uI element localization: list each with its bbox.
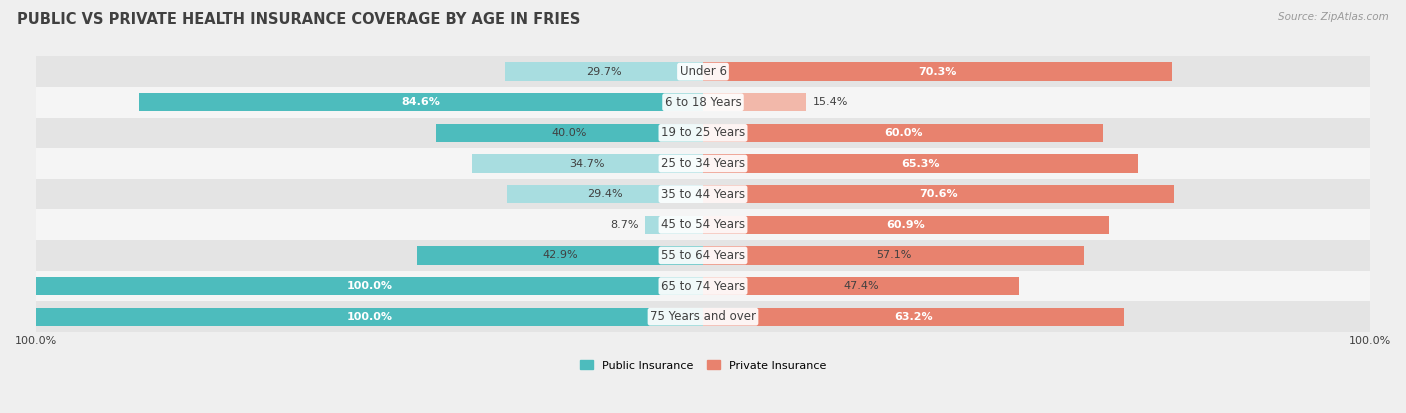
- Text: 19 to 25 Years: 19 to 25 Years: [661, 126, 745, 140]
- Text: 15.4%: 15.4%: [813, 97, 848, 107]
- Text: 42.9%: 42.9%: [543, 250, 578, 261]
- Bar: [139, 93, 703, 112]
- Bar: [37, 87, 1369, 118]
- Bar: [703, 185, 1174, 203]
- Bar: [645, 216, 703, 234]
- Bar: [703, 216, 1109, 234]
- Text: 8.7%: 8.7%: [610, 220, 638, 230]
- Text: 65.3%: 65.3%: [901, 159, 941, 169]
- Bar: [37, 301, 1369, 332]
- Text: Under 6: Under 6: [679, 65, 727, 78]
- Text: 60.9%: 60.9%: [887, 220, 925, 230]
- Text: 100.0%: 100.0%: [346, 312, 392, 322]
- Text: 84.6%: 84.6%: [402, 97, 440, 107]
- Bar: [703, 277, 1019, 295]
- Text: 29.4%: 29.4%: [588, 189, 623, 199]
- Bar: [37, 148, 1369, 179]
- Text: 63.2%: 63.2%: [894, 312, 934, 322]
- Text: 40.0%: 40.0%: [553, 128, 588, 138]
- Bar: [703, 124, 1104, 142]
- Text: 65 to 74 Years: 65 to 74 Years: [661, 280, 745, 292]
- Bar: [37, 240, 1369, 271]
- Bar: [703, 246, 1084, 265]
- Bar: [37, 209, 1369, 240]
- Text: 45 to 54 Years: 45 to 54 Years: [661, 218, 745, 231]
- Text: 60.0%: 60.0%: [884, 128, 922, 138]
- Text: PUBLIC VS PRIVATE HEALTH INSURANCE COVERAGE BY AGE IN FRIES: PUBLIC VS PRIVATE HEALTH INSURANCE COVER…: [17, 12, 581, 27]
- Text: 6 to 18 Years: 6 to 18 Years: [665, 96, 741, 109]
- Bar: [37, 179, 1369, 209]
- Bar: [703, 93, 806, 112]
- Bar: [436, 124, 703, 142]
- Text: Source: ZipAtlas.com: Source: ZipAtlas.com: [1278, 12, 1389, 22]
- Bar: [703, 62, 1171, 81]
- Bar: [37, 277, 703, 295]
- Text: 70.6%: 70.6%: [920, 189, 957, 199]
- Text: 29.7%: 29.7%: [586, 66, 621, 77]
- Bar: [37, 56, 1369, 87]
- Text: 57.1%: 57.1%: [876, 250, 911, 261]
- Text: 34.7%: 34.7%: [569, 159, 605, 169]
- Bar: [505, 62, 703, 81]
- Text: 47.4%: 47.4%: [844, 281, 879, 291]
- Legend: Public Insurance, Private Insurance: Public Insurance, Private Insurance: [579, 360, 827, 370]
- Bar: [703, 308, 1125, 326]
- Bar: [37, 308, 703, 326]
- Bar: [703, 154, 1139, 173]
- Bar: [37, 118, 1369, 148]
- Bar: [37, 271, 1369, 301]
- Bar: [508, 185, 703, 203]
- Text: 100.0%: 100.0%: [346, 281, 392, 291]
- Bar: [418, 246, 703, 265]
- Text: 25 to 34 Years: 25 to 34 Years: [661, 157, 745, 170]
- Bar: [471, 154, 703, 173]
- Text: 35 to 44 Years: 35 to 44 Years: [661, 188, 745, 201]
- Text: 55 to 64 Years: 55 to 64 Years: [661, 249, 745, 262]
- Text: 70.3%: 70.3%: [918, 66, 956, 77]
- Text: 75 Years and over: 75 Years and over: [650, 310, 756, 323]
